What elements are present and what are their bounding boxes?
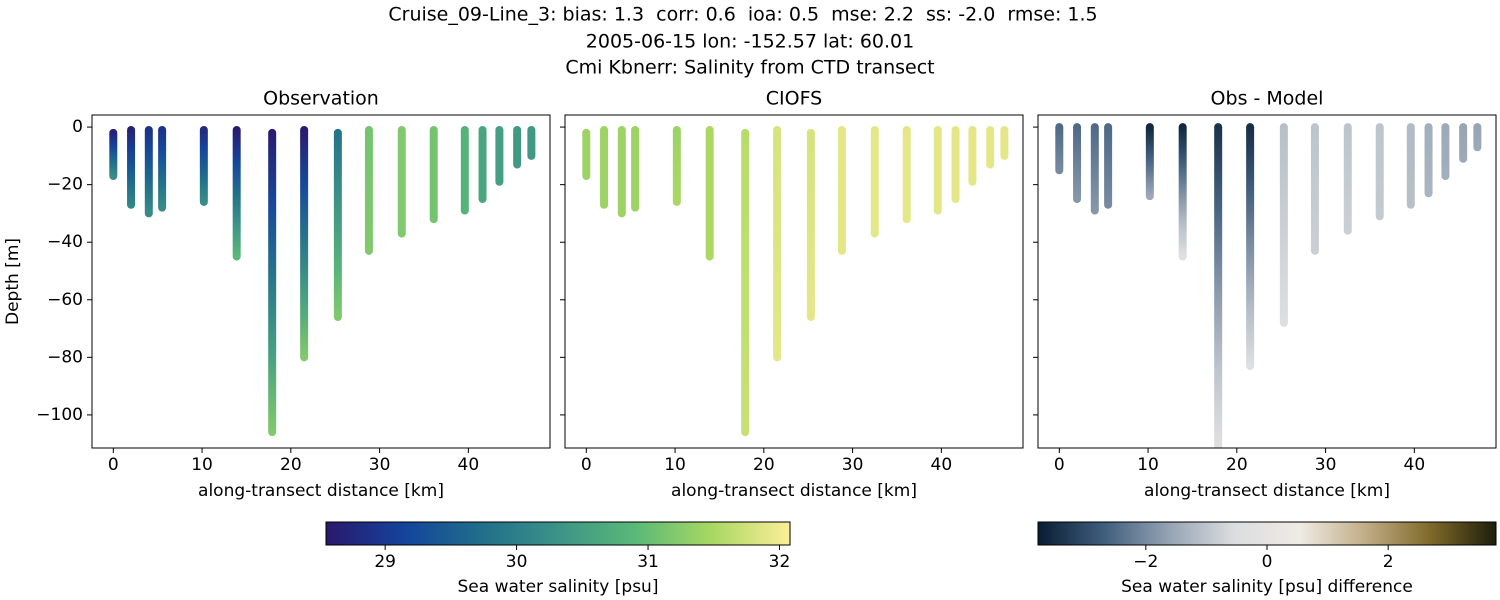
figure-title: Cruise_09-Line_3: bias: 1.3 corr: 0.6 io… xyxy=(388,4,1097,26)
colorbar-tick-label: 31 xyxy=(637,552,659,572)
x-tick-label: 10 xyxy=(664,455,686,475)
colorbar-tick-label: 29 xyxy=(374,552,396,572)
x-tick-label: 40 xyxy=(931,455,953,475)
panel-title: CIOFS xyxy=(766,88,822,110)
x-tick-label: 0 xyxy=(108,455,119,475)
x-tick-label: 20 xyxy=(753,455,775,475)
colorbar-label: Sea water salinity [psu] xyxy=(458,577,659,597)
y-tick-label: −80 xyxy=(47,347,83,367)
y-tick-label: −60 xyxy=(47,290,83,310)
x-tick-label: 10 xyxy=(1137,455,1159,475)
colorbar-tick-label: 32 xyxy=(769,552,791,572)
x-tick-label: 20 xyxy=(1226,455,1248,475)
x-tick-label: 30 xyxy=(369,455,391,475)
panel-title: Observation xyxy=(263,88,379,110)
plot-area xyxy=(109,125,536,437)
x-tick-label: 40 xyxy=(1404,455,1426,475)
x-axis-label: along-transect distance [km] xyxy=(198,481,444,501)
colorbar-tick-label: 30 xyxy=(506,552,528,572)
x-tick-label: 30 xyxy=(842,455,864,475)
x-tick-label: 10 xyxy=(191,455,213,475)
axes-frame xyxy=(1037,114,1497,449)
y-tick-label: 0 xyxy=(72,117,83,137)
x-axis-label: along-transect distance [km] xyxy=(671,481,917,501)
x-tick-label: 30 xyxy=(1315,455,1337,475)
axes-frame xyxy=(564,114,1024,449)
y-axis-label: Depth [m] xyxy=(3,238,23,325)
colorbar-tick-label: −2 xyxy=(1133,552,1158,572)
axes-frame xyxy=(91,114,551,449)
plot-area xyxy=(582,125,1009,437)
figure-subtitle: 2005-06-15 lon: -152.57 lat: 60.01 xyxy=(586,31,914,53)
x-axis-label: along-transect distance [km] xyxy=(1144,481,1390,501)
x-tick-label: 0 xyxy=(1054,455,1065,475)
y-tick-label: −100 xyxy=(36,405,83,425)
y-tick-label: −20 xyxy=(47,175,83,195)
x-tick-label: 40 xyxy=(458,455,480,475)
colorbar xyxy=(325,521,791,546)
y-tick-label: −40 xyxy=(47,232,83,252)
colorbar-tick-label: 2 xyxy=(1383,552,1394,572)
panel-title: Obs - Model xyxy=(1211,88,1324,110)
figure-subtitle: Cmi Kbnerr: Salinity from CTD transect xyxy=(565,57,934,79)
colorbar xyxy=(1037,521,1497,546)
x-tick-label: 20 xyxy=(280,455,302,475)
plot-area xyxy=(1055,123,1482,448)
colorbar-tick-label: 0 xyxy=(1262,552,1273,572)
colorbar-label: Sea water salinity [psu] difference xyxy=(1121,577,1413,597)
x-tick-label: 0 xyxy=(581,455,592,475)
